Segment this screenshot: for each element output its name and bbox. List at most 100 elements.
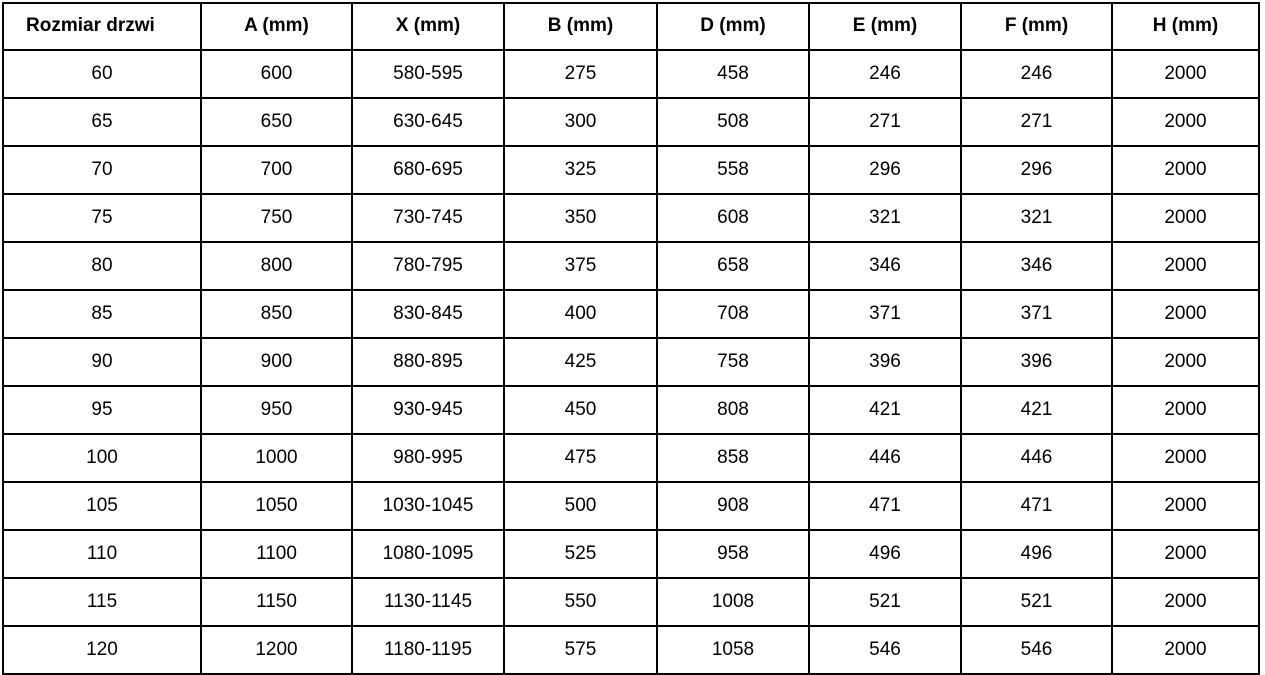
cell-size: 95 [2,385,202,435]
table-row: 85 850 830-845 400 708 371 371 2000 [2,289,1260,339]
cell-d: 908 [656,481,810,531]
table-row: 115 1150 1130-1145 550 1008 521 521 2000 [2,577,1260,627]
cell-x: 1130-1145 [351,577,505,627]
table-header: Rozmiar drzwi A (mm) X (mm) B (mm) D (mm… [2,2,1260,51]
cell-f: 496 [960,529,1113,579]
cell-h: 2000 [1111,433,1260,483]
cell-d: 958 [656,529,810,579]
table-body: 60 600 580-595 275 458 246 246 2000 65 650 630-645… [2,49,1260,675]
table-row: 70 700 680-695 325 558 296 296 2000 [2,145,1260,195]
cell-size: 100 [2,433,202,483]
cell-d: 608 [656,193,810,243]
cell-a: 850 [200,289,353,339]
cell-a: 600 [200,49,353,99]
cell-a: 950 [200,385,353,435]
cell-a: 700 [200,145,353,195]
cell-b: 300 [503,97,658,147]
cell-x: 1180-1195 [351,625,505,675]
cell-h: 2000 [1111,193,1260,243]
cell-e: 446 [808,433,962,483]
cell-b: 525 [503,529,658,579]
cell-d: 1008 [656,577,810,627]
cell-b: 325 [503,145,658,195]
column-header-f: F (mm) [960,2,1113,51]
cell-b: 275 [503,49,658,99]
cell-a: 1000 [200,433,353,483]
cell-f: 471 [960,481,1113,531]
header-row: Rozmiar drzwi A (mm) X (mm) B (mm) D (mm… [2,2,1260,51]
cell-h: 2000 [1111,145,1260,195]
cell-e: 371 [808,289,962,339]
column-header-b: B (mm) [503,2,658,51]
cell-size: 70 [2,145,202,195]
cell-e: 496 [808,529,962,579]
cell-size: 60 [2,49,202,99]
cell-h: 2000 [1111,49,1260,99]
cell-d: 808 [656,385,810,435]
cell-b: 575 [503,625,658,675]
cell-f: 371 [960,289,1113,339]
cell-x: 880-895 [351,337,505,387]
cell-a: 1200 [200,625,353,675]
cell-h: 2000 [1111,625,1260,675]
cell-size: 120 [2,625,202,675]
cell-d: 758 [656,337,810,387]
cell-size: 105 [2,481,202,531]
column-header-size: Rozmiar drzwi [2,2,202,51]
cell-e: 246 [808,49,962,99]
cell-h: 2000 [1111,97,1260,147]
cell-a: 750 [200,193,353,243]
column-header-h: H (mm) [1111,2,1260,51]
cell-f: 421 [960,385,1113,435]
cell-a: 650 [200,97,353,147]
cell-x: 780-795 [351,241,505,291]
cell-b: 500 [503,481,658,531]
cell-f: 296 [960,145,1113,195]
cell-e: 346 [808,241,962,291]
cell-b: 375 [503,241,658,291]
cell-h: 2000 [1111,385,1260,435]
cell-e: 396 [808,337,962,387]
cell-size: 115 [2,577,202,627]
cell-b: 450 [503,385,658,435]
cell-d: 658 [656,241,810,291]
column-header-e: E (mm) [808,2,962,51]
cell-size: 110 [2,529,202,579]
cell-a: 1050 [200,481,353,531]
cell-e: 321 [808,193,962,243]
cell-e: 521 [808,577,962,627]
cell-x: 930-945 [351,385,505,435]
table-row: 60 600 580-595 275 458 246 246 2000 [2,49,1260,99]
cell-x: 730-745 [351,193,505,243]
column-header-d: D (mm) [656,2,810,51]
cell-x: 580-595 [351,49,505,99]
cell-f: 446 [960,433,1113,483]
cell-x: 830-845 [351,289,505,339]
cell-h: 2000 [1111,289,1260,339]
cell-a: 800 [200,241,353,291]
cell-f: 546 [960,625,1113,675]
table-row: 95 950 930-945 450 808 421 421 2000 [2,385,1260,435]
table-row: 65 650 630-645 300 508 271 271 2000 [2,97,1260,147]
cell-h: 2000 [1111,481,1260,531]
cell-d: 558 [656,145,810,195]
cell-e: 296 [808,145,962,195]
cell-x: 1080-1095 [351,529,505,579]
cell-e: 421 [808,385,962,435]
cell-f: 346 [960,241,1113,291]
table-row: 80 800 780-795 375 658 346 346 2000 [2,241,1260,291]
cell-e: 471 [808,481,962,531]
cell-size: 65 [2,97,202,147]
table-row: 105 1050 1030-1045 500 908 471 471 2000 [2,481,1260,531]
cell-h: 2000 [1111,529,1260,579]
table-row: 120 1200 1180-1195 575 1058 546 546 2000 [2,625,1260,675]
table-row: 100 1000 980-995 475 858 446 446 2000 [2,433,1260,483]
cell-f: 521 [960,577,1113,627]
table-row: 90 900 880-895 425 758 396 396 2000 [2,337,1260,387]
cell-b: 425 [503,337,658,387]
cell-x: 630-645 [351,97,505,147]
cell-f: 396 [960,337,1113,387]
table-row: 110 1100 1080-1095 525 958 496 496 2000 [2,529,1260,579]
column-header-x: X (mm) [351,2,505,51]
